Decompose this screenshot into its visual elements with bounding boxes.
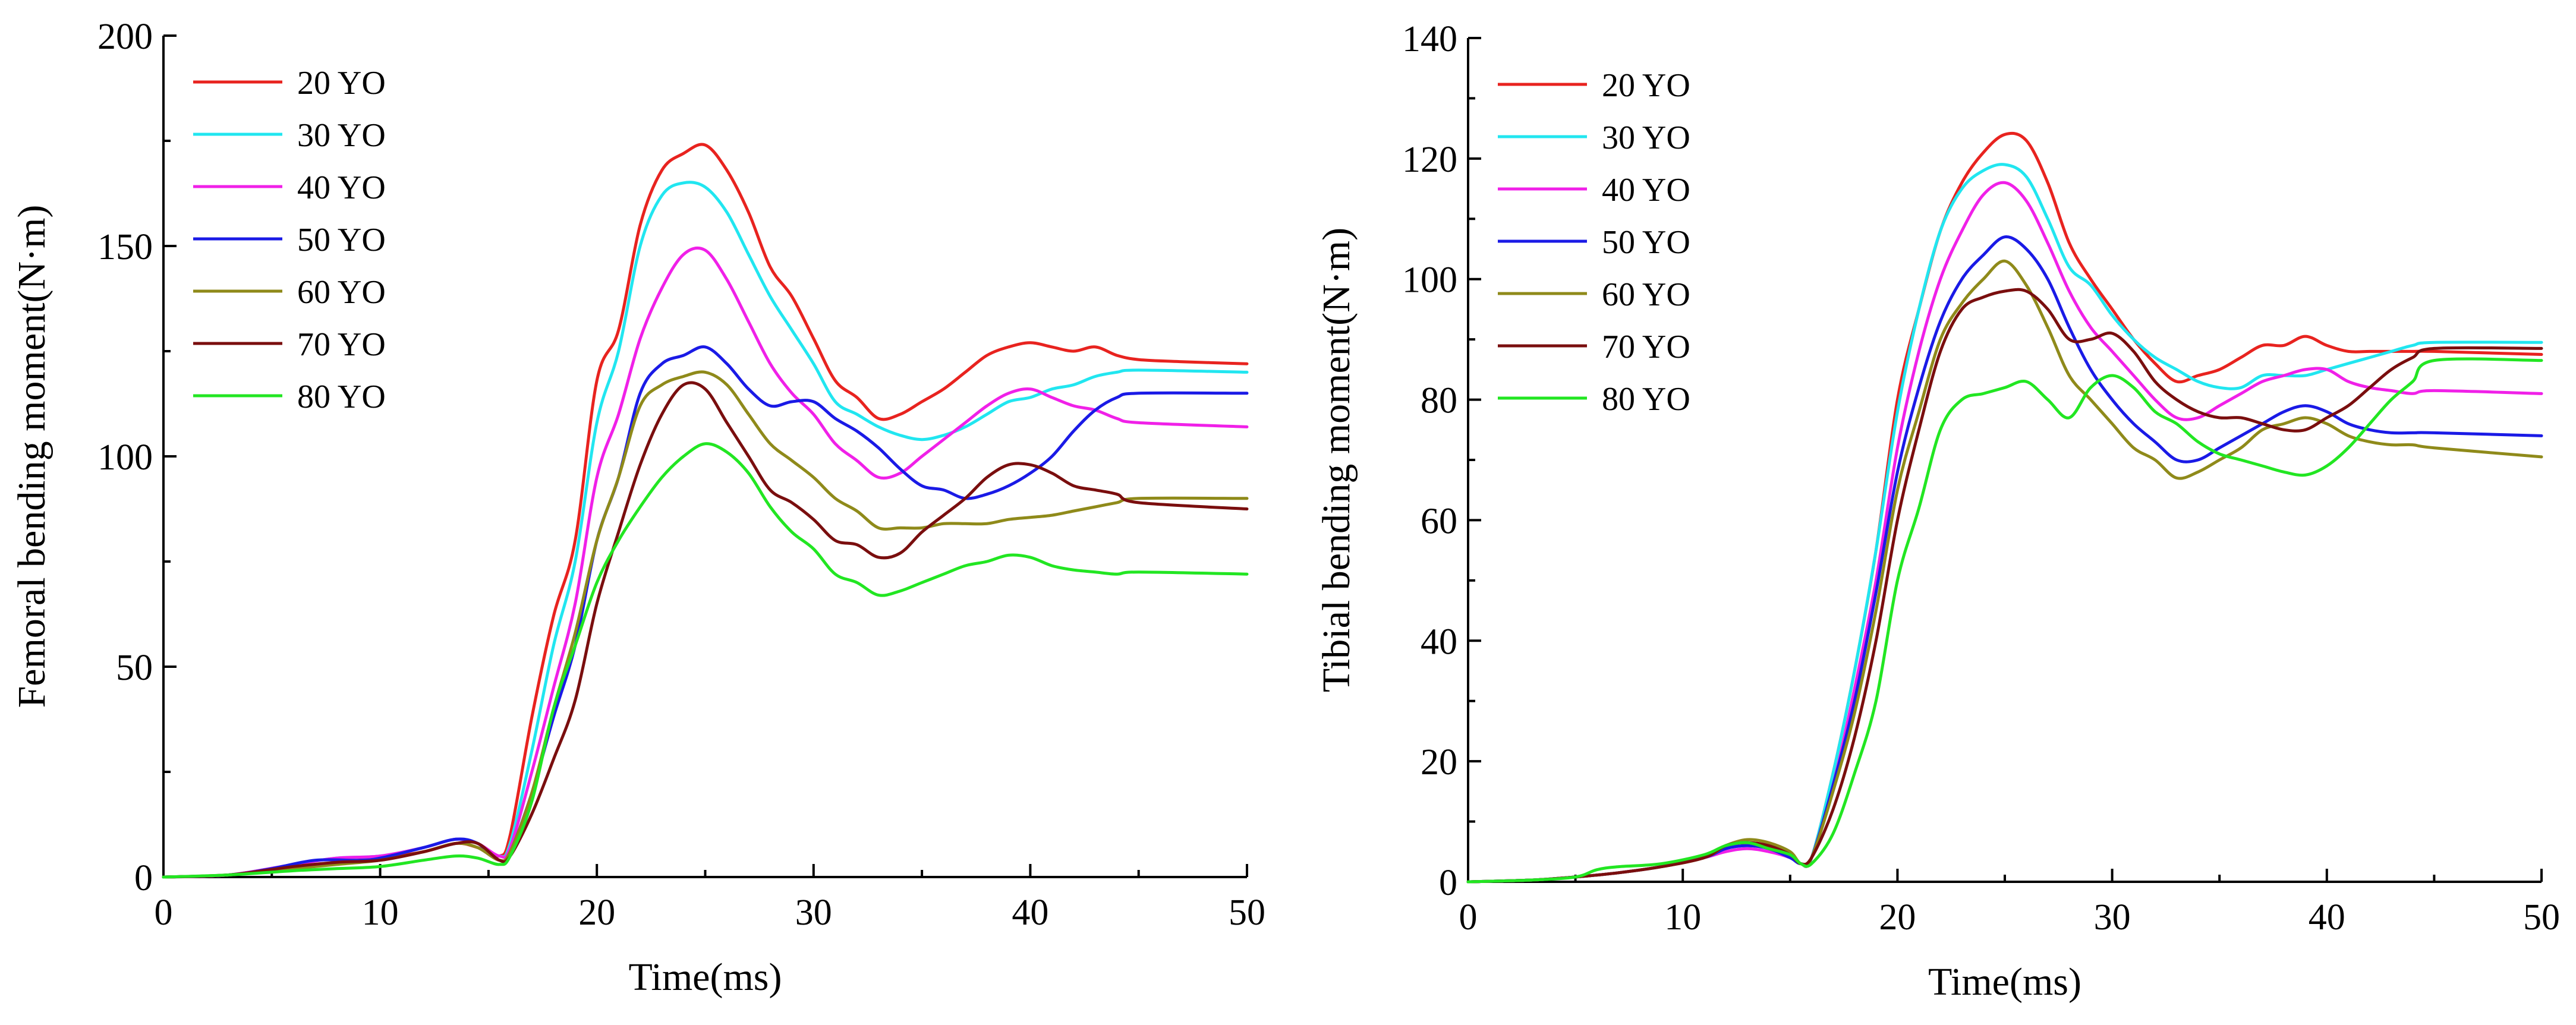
y-tick-label: 20 [1421, 742, 1457, 783]
legend-label: 70 YO [1602, 329, 1690, 365]
legend-label: 80 YO [297, 379, 386, 415]
y-tick-label: 0 [134, 858, 153, 898]
x-tick-label: 40 [1012, 892, 1048, 933]
legend-label: 60 YO [1602, 276, 1690, 313]
x-tick-label: 30 [2094, 897, 2131, 938]
legend-label: 30 YO [297, 117, 386, 154]
series-line-80-yo [1466, 357, 2543, 884]
x-tick-label: 30 [795, 892, 832, 933]
x-tick-label: 40 [2309, 897, 2345, 938]
legend-label: 50 YO [1602, 224, 1690, 261]
series-line-50-yo [162, 345, 1249, 879]
series-line-60-yo [1466, 259, 2543, 884]
y-axis-title: Femoral bending moment(N·m) [10, 205, 53, 708]
legend-label: 30 YO [1602, 119, 1690, 156]
legend-label: 40 YO [297, 169, 386, 206]
x-axis-title: Time(ms) [1928, 960, 2081, 1004]
y-tick-label: 100 [97, 437, 153, 478]
legend-label: 20 YO [1602, 67, 1690, 104]
x-tick-label: 10 [362, 892, 399, 933]
legend-label: 20 YO [297, 65, 386, 102]
series-line-60-yo [162, 370, 1249, 879]
legend-label: 80 YO [1602, 381, 1690, 418]
y-tick-label: 40 [1421, 622, 1457, 662]
y-tick-label: 0 [1439, 863, 1457, 903]
x-tick-label: 20 [1879, 897, 1916, 938]
y-tick-label: 140 [1402, 19, 1457, 59]
legend-label: 60 YO [297, 274, 386, 311]
y-tick-label: 60 [1421, 501, 1457, 541]
series-line-70-yo [162, 381, 1249, 879]
y-tick-label: 100 [1402, 260, 1457, 301]
y-tick-label: 200 [97, 17, 153, 57]
legend-label: 70 YO [297, 326, 386, 363]
x-tick-label: 0 [1459, 897, 1478, 938]
axis-lines [162, 36, 1247, 878]
series-line-70-yo [1466, 288, 2543, 884]
series-line-30-yo [1466, 163, 2543, 884]
x-tick-label: 10 [1664, 897, 1701, 938]
y-axis-title: Tibial bending moment(N·m) [1315, 228, 1358, 692]
chart-1: 0 10 20 30 40 50 0 50 100 150 200 Time(ms) Femoral b… [10, 17, 1265, 999]
x-axis-title: Time(ms) [629, 955, 782, 999]
y-tick-label: 80 [1421, 381, 1457, 421]
x-tick-label: 50 [1229, 892, 1265, 933]
series-line-50-yo [1466, 235, 2543, 884]
series-line-40-yo [1466, 181, 2543, 884]
x-tick-label: 20 [578, 892, 615, 933]
series-line-80-yo [162, 442, 1249, 879]
legend-label: 40 YO [1602, 172, 1690, 209]
x-tick-label: 50 [2523, 897, 2560, 938]
y-tick-label: 120 [1402, 140, 1457, 180]
chart-2: 0 10 20 30 40 50 0 20 40 60 80 100 120 140 Time(ms) Tib… [1315, 19, 2560, 1004]
legend-label: 50 YO [297, 222, 386, 258]
x-tick-label: 0 [155, 892, 173, 933]
y-tick-label: 50 [116, 648, 153, 688]
y-tick-label: 150 [97, 227, 153, 267]
